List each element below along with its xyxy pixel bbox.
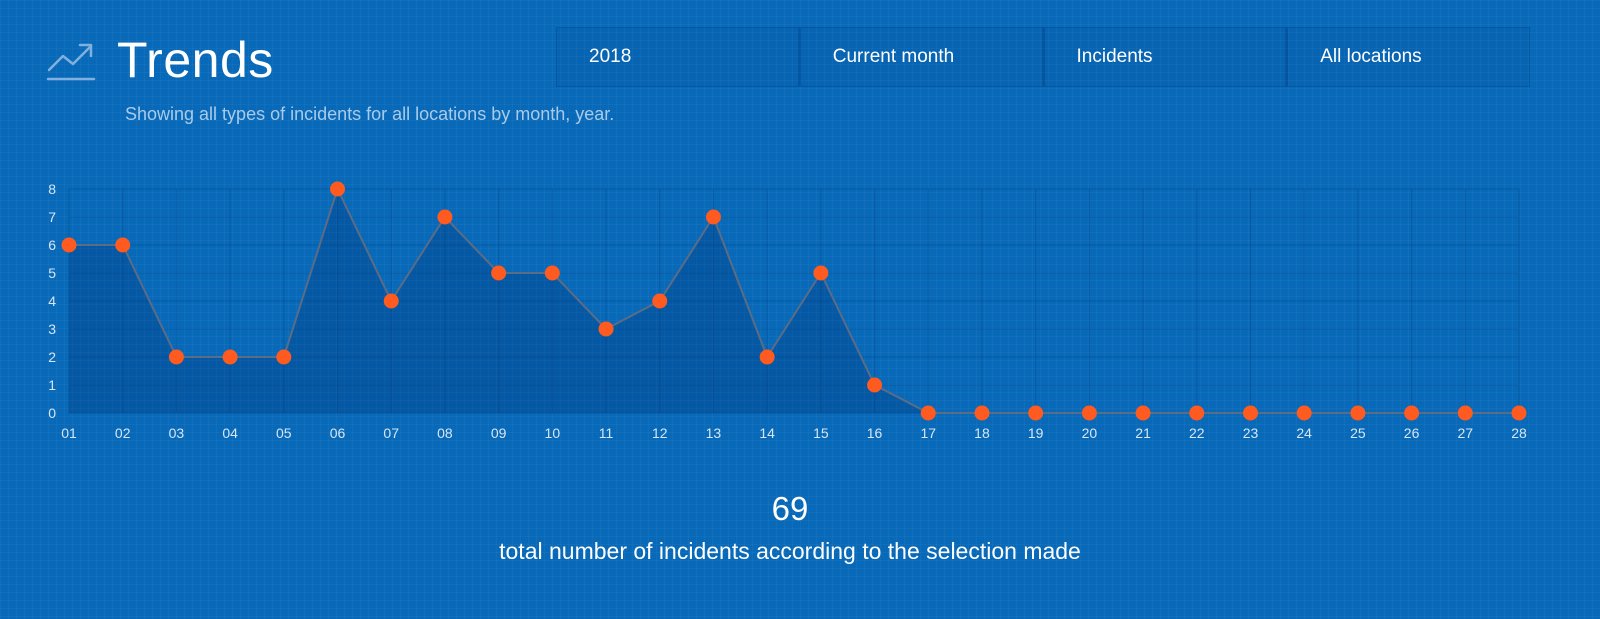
x-tick-label: 23 [1243, 425, 1259, 441]
x-tick-label: 20 [1082, 425, 1098, 441]
x-tick-label: 06 [330, 425, 346, 441]
data-point [1404, 405, 1420, 421]
y-tick-label: 7 [48, 209, 56, 225]
data-point [867, 377, 883, 393]
x-tick-label: 07 [383, 425, 399, 441]
x-tick-label: 22 [1189, 425, 1205, 441]
data-point [1135, 405, 1151, 421]
x-tick-label: 21 [1135, 425, 1151, 441]
total-count: 69 [771, 490, 809, 527]
x-tick-label: 26 [1404, 425, 1420, 441]
data-point [759, 349, 775, 365]
x-tick-label: 08 [437, 425, 453, 441]
page-subtitle: Showing all types of incidents for all l… [125, 104, 615, 124]
data-point [705, 209, 721, 225]
data-point [1350, 405, 1366, 421]
location-filter[interactable]: All locations [1286, 27, 1530, 87]
filter-bar: 2018 Current month Incidents All locatio… [556, 27, 1530, 89]
x-tick-label: 17 [920, 425, 936, 441]
data-point [1511, 405, 1527, 421]
data-point [491, 265, 507, 281]
data-point [652, 293, 668, 309]
y-tick-label: 3 [48, 321, 56, 337]
x-tick-label: 05 [276, 425, 292, 441]
data-point [115, 237, 131, 253]
data-point [1242, 405, 1258, 421]
data-point [1457, 405, 1473, 421]
x-tick-label: 09 [491, 425, 507, 441]
y-tick-label: 8 [48, 181, 56, 197]
data-point [974, 405, 990, 421]
total-label: total number of incidents according to t… [499, 538, 1081, 564]
period-filter[interactable]: Current month [798, 27, 1043, 87]
data-point [437, 209, 453, 225]
x-tick-label: 11 [599, 425, 614, 441]
x-tick-label: 28 [1511, 425, 1527, 441]
x-tick-label: 25 [1350, 425, 1366, 441]
x-tick-label: 12 [652, 425, 668, 441]
x-tick-label: 10 [545, 425, 561, 441]
x-tick-label: 18 [974, 425, 990, 441]
x-tick-label: 24 [1296, 425, 1312, 441]
page-title: Trends [117, 32, 274, 88]
series-area [69, 189, 1519, 413]
x-tick-label: 27 [1458, 425, 1474, 441]
data-point [1296, 405, 1312, 421]
data-point [1028, 405, 1044, 421]
data-point [1081, 405, 1097, 421]
y-tick-label: 0 [48, 405, 56, 421]
y-tick-label: 4 [48, 293, 56, 309]
y-tick-label: 6 [48, 237, 56, 253]
data-point [276, 349, 292, 365]
year-filter[interactable]: 2018 [556, 27, 799, 87]
data-point [222, 349, 238, 365]
y-tick-label: 5 [48, 265, 56, 281]
data-point [813, 265, 829, 281]
data-point [61, 237, 77, 253]
data-point [920, 405, 936, 421]
y-tick-label: 2 [48, 349, 56, 365]
type-filter[interactable]: Incidents [1042, 27, 1287, 87]
x-tick-label: 16 [867, 425, 883, 441]
series-line [69, 186, 1519, 414]
data-point [330, 181, 346, 197]
data-point [1189, 405, 1205, 421]
x-tick-label: 02 [115, 425, 131, 441]
x-tick-label: 14 [759, 425, 775, 441]
x-tick-label: 13 [706, 425, 722, 441]
y-tick-label: 1 [48, 377, 56, 393]
x-tick-label: 19 [1028, 425, 1044, 441]
data-point [168, 349, 184, 365]
x-tick-label: 03 [169, 425, 185, 441]
data-point [383, 293, 399, 309]
x-tick-label: 01 [61, 425, 77, 441]
data-point [598, 321, 614, 337]
data-point [544, 265, 560, 281]
x-tick-label: 04 [222, 425, 238, 441]
x-tick-label: 15 [813, 425, 829, 441]
trend-line-icon [46, 43, 96, 81]
